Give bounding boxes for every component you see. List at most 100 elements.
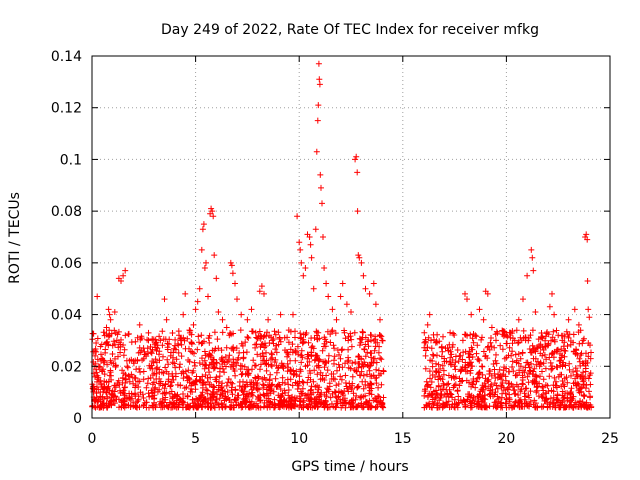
x-tick-label: 25: [601, 431, 619, 447]
data-point: [529, 254, 536, 261]
data-point: [528, 246, 535, 253]
y-tick-label: 0.1: [60, 152, 82, 168]
data-point: [252, 329, 259, 336]
data-point: [198, 246, 205, 253]
data-point: [101, 358, 108, 365]
data-point: [484, 290, 491, 297]
data-point: [307, 241, 314, 248]
data-point: [93, 340, 100, 346]
data-point: [244, 316, 251, 323]
y-tick-labels: 0 0.02 0.04 0.06 0.08 0.1 0.12 0.14: [51, 49, 82, 427]
data-point: [223, 324, 230, 331]
data-point: [105, 306, 112, 313]
data-point: [209, 208, 216, 215]
data-point: [480, 316, 487, 323]
data-point: [445, 347, 452, 354]
data-point: [313, 148, 320, 155]
data-point: [292, 347, 299, 354]
data-point: [325, 293, 332, 300]
data-point: [476, 306, 483, 313]
data-point: [488, 324, 495, 331]
data-point: [124, 363, 131, 370]
y-axis-title: ROTI / TECUs: [7, 192, 23, 284]
data-point: [511, 337, 518, 344]
data-point: [559, 337, 566, 344]
plot-frame: [91, 55, 611, 419]
y-tick-label: 0.14: [51, 49, 82, 65]
data-point: [200, 221, 207, 228]
data-point: [520, 296, 526, 303]
data-point: [95, 376, 102, 383]
data-point: [316, 81, 323, 88]
data-point: [437, 365, 444, 372]
data-point: [318, 184, 324, 191]
data-point: [238, 311, 245, 318]
data-point: [90, 384, 96, 390]
data-point: [433, 360, 439, 367]
data-point: [167, 352, 174, 359]
data-point: [314, 117, 321, 124]
data-point: [201, 265, 208, 271]
x-tick-label: 5: [191, 431, 200, 447]
data-point: [186, 327, 193, 334]
data-point: [536, 363, 543, 370]
data-point: [583, 231, 590, 238]
data-point: [306, 234, 313, 240]
data-point: [219, 316, 226, 323]
data-point: [153, 365, 160, 372]
data-point: [315, 60, 322, 67]
data-point: [281, 334, 288, 341]
data-point: [320, 234, 326, 240]
data-point: [426, 311, 433, 318]
data-point: [261, 290, 267, 297]
data-point: [565, 316, 572, 323]
y-tick-label: 0: [73, 411, 82, 427]
data-point: [312, 226, 319, 233]
data-point: [157, 337, 164, 344]
data-point: [362, 285, 369, 292]
data-point: [356, 254, 363, 261]
data-point: [321, 265, 328, 271]
data-point: [298, 259, 305, 266]
data-point: [584, 236, 591, 243]
y-tick-label: 0.04: [51, 308, 82, 324]
data-point: [316, 76, 323, 83]
data-point: [424, 321, 431, 328]
data-point: [194, 298, 201, 305]
data-point: [203, 259, 209, 266]
data-point: [211, 252, 218, 259]
data-point: [339, 280, 346, 287]
y-tick-label: 0.08: [51, 204, 82, 220]
data-point: [300, 272, 307, 279]
data-point: [205, 293, 211, 300]
data-point: [130, 358, 137, 365]
data-point: [507, 329, 514, 336]
data-point: [273, 342, 280, 349]
data-point: [472, 332, 479, 339]
data-point: [585, 306, 592, 313]
data-point: [441, 355, 448, 362]
data-point: [297, 246, 304, 253]
data-point: [118, 278, 124, 284]
data-point: [580, 337, 587, 344]
data-point: [348, 309, 354, 315]
data-point: [455, 358, 462, 365]
data-point: [354, 208, 361, 215]
data-point: [92, 352, 99, 359]
data-point: [428, 345, 435, 352]
data-point: [358, 259, 365, 266]
x-tick-label: 15: [394, 431, 412, 447]
y-tick-label: 0.06: [51, 256, 82, 272]
data-point: [354, 169, 361, 176]
data-point: [546, 303, 553, 310]
data-point: [180, 311, 187, 318]
data-point: [468, 311, 475, 318]
data-point: [103, 324, 110, 331]
data-point: [296, 239, 303, 246]
data-point: [277, 311, 284, 318]
data-point: [377, 316, 383, 323]
x-tick-label: 10: [290, 431, 308, 447]
data-point: [540, 376, 547, 383]
data-point: [584, 278, 591, 284]
